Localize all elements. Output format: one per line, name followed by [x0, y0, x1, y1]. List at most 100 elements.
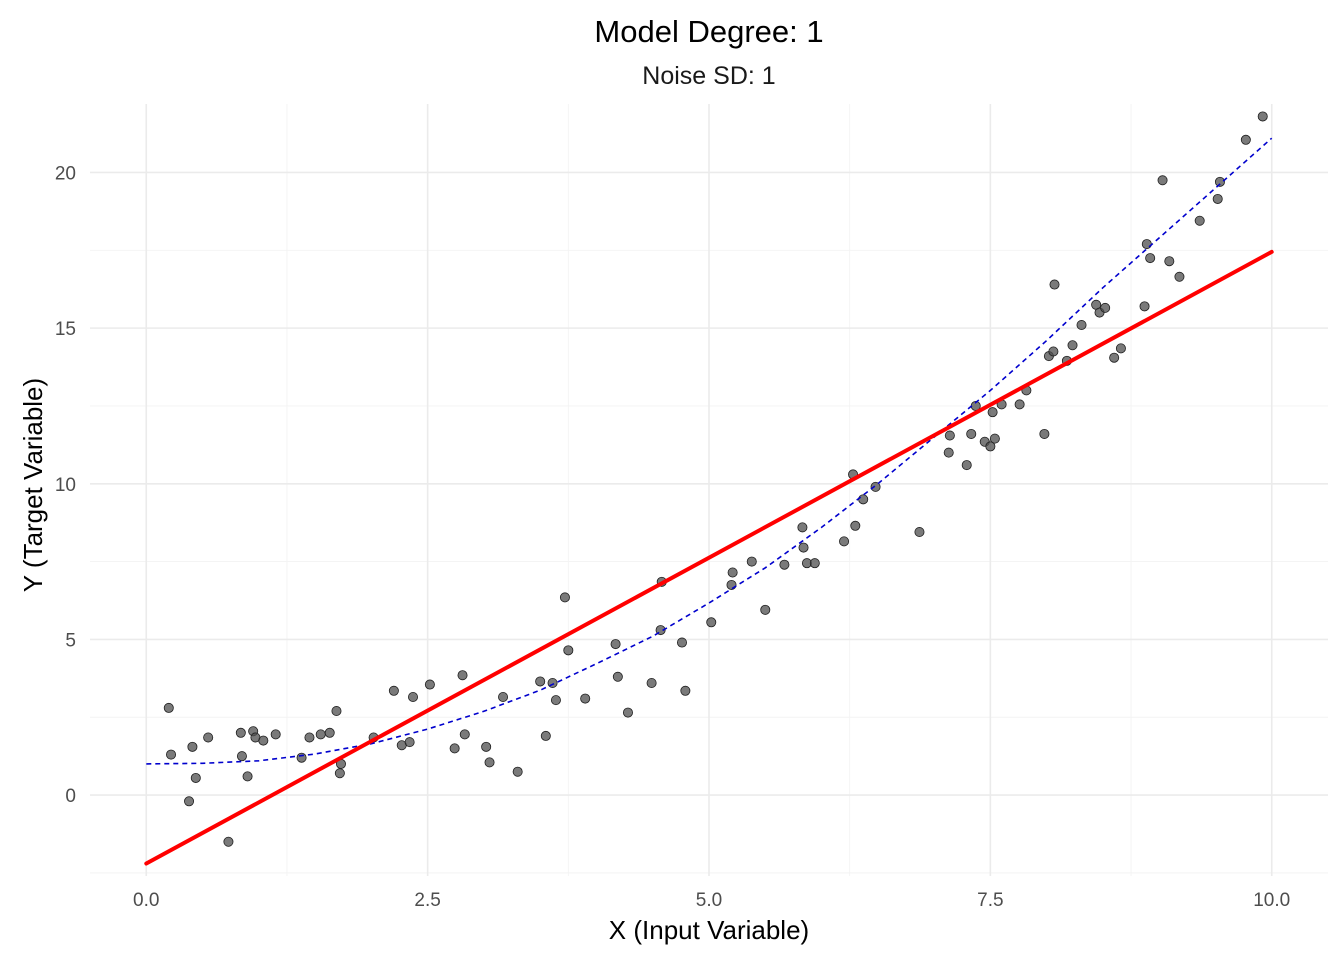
data-point — [680, 685, 691, 696]
data-point — [727, 567, 738, 578]
data-point — [459, 729, 470, 740]
data-point — [622, 707, 633, 718]
y-tick-label: 5 — [65, 630, 76, 651]
data-point — [746, 556, 757, 567]
data-point — [166, 749, 177, 760]
data-point — [870, 481, 881, 492]
data-point — [1240, 134, 1251, 145]
y-tick-label: 10 — [55, 475, 76, 496]
chart-title: Model Degree: 1 — [594, 14, 823, 49]
data-point — [850, 520, 861, 531]
true-curve-dashed-line — [146, 137, 1273, 765]
data-point — [258, 735, 269, 746]
data-point — [1115, 343, 1126, 354]
data-point — [1076, 320, 1087, 331]
y-tick-label: 20 — [55, 163, 76, 184]
data-point — [1214, 176, 1225, 187]
data-point — [512, 766, 523, 777]
data-point — [839, 536, 850, 547]
data-point — [858, 494, 869, 505]
data-point — [550, 695, 561, 706]
data-point — [1109, 352, 1120, 363]
data-point — [797, 522, 808, 533]
data-point — [547, 678, 558, 689]
x-tick-label: 7.5 — [977, 890, 1003, 911]
y-tick-label: 0 — [65, 786, 76, 807]
data-point — [270, 729, 281, 740]
data-point — [223, 836, 234, 847]
data-point — [944, 430, 955, 441]
data-point — [331, 706, 342, 717]
data-point — [1141, 239, 1152, 250]
x-tick-label: 5.0 — [696, 890, 722, 911]
data-point — [457, 670, 468, 681]
chart-subtitle: Noise SD: 1 — [642, 62, 775, 90]
x-tick-label: 10.0 — [1253, 890, 1290, 911]
data-point — [184, 796, 195, 807]
data-point — [610, 639, 621, 650]
data-point — [1174, 271, 1185, 282]
data-point — [540, 730, 551, 741]
data-points — [163, 111, 1268, 847]
data-point — [726, 579, 737, 590]
data-point — [1212, 193, 1223, 204]
data-point — [798, 542, 809, 553]
data-point — [334, 768, 345, 779]
y-axis-title: Y (Target Variable) — [18, 378, 48, 592]
data-point — [498, 692, 509, 703]
data-point — [163, 702, 174, 713]
x-axis-tick-labels: 0.0 2.5 5.0 7.5 10.0 — [133, 890, 1290, 911]
data-point — [242, 771, 253, 782]
fitted-regression-line — [144, 249, 1274, 866]
y-axis-tick-labels: 0 5 10 15 20 — [55, 163, 76, 807]
data-point — [1039, 428, 1050, 439]
data-point — [315, 729, 326, 740]
data-point — [612, 671, 623, 682]
data-point — [1164, 256, 1175, 267]
data-point — [424, 679, 435, 690]
data-point — [676, 637, 687, 648]
data-point — [646, 678, 657, 689]
data-point — [203, 732, 214, 743]
data-point — [1139, 301, 1150, 312]
data-point — [580, 693, 591, 704]
x-tick-label: 0.0 — [133, 890, 159, 911]
data-point — [706, 617, 717, 628]
data-point — [563, 645, 574, 656]
data-point — [1257, 111, 1268, 122]
major-gridlines — [90, 104, 1328, 876]
data-point — [404, 737, 415, 748]
data-point — [449, 743, 460, 754]
data-point — [1049, 279, 1060, 290]
x-axis-title: X (Input Variable) — [609, 915, 809, 945]
data-point — [304, 732, 315, 743]
data-point — [296, 752, 307, 763]
data-point — [235, 727, 246, 738]
data-point — [914, 527, 925, 538]
data-point — [388, 685, 399, 696]
data-point — [760, 604, 771, 615]
y-tick-label: 15 — [55, 319, 76, 340]
data-point — [943, 447, 954, 458]
x-tick-label: 2.5 — [414, 890, 440, 911]
data-point — [779, 559, 790, 570]
data-point — [1194, 215, 1205, 226]
data-point — [961, 460, 972, 471]
data-point — [1100, 302, 1111, 313]
data-point — [559, 592, 570, 603]
data-point — [1067, 340, 1078, 351]
data-point — [966, 428, 977, 439]
data-point — [1157, 175, 1168, 186]
data-point — [809, 558, 820, 569]
data-point — [1145, 253, 1156, 264]
data-point — [190, 772, 201, 783]
data-point — [987, 407, 998, 418]
data-point — [408, 692, 419, 703]
data-point — [187, 741, 198, 752]
data-point — [481, 741, 492, 752]
data-point — [985, 441, 996, 452]
data-point — [1014, 399, 1025, 410]
data-point — [1048, 346, 1059, 357]
data-point — [236, 751, 247, 762]
